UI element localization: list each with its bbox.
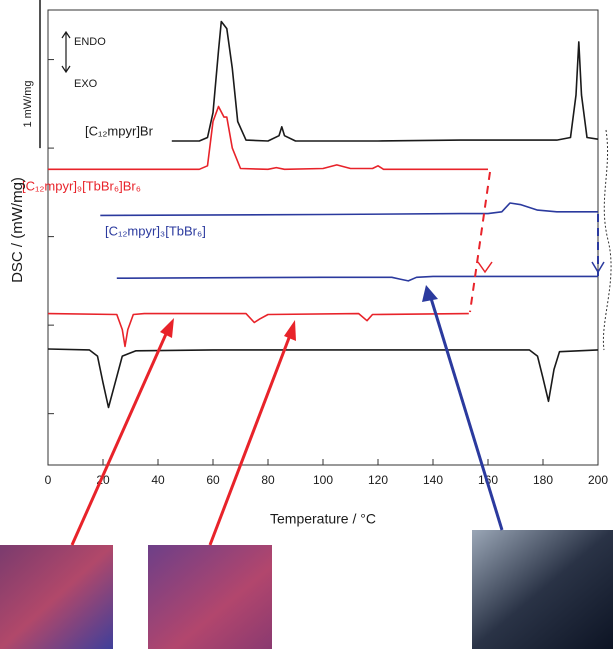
micrograph xyxy=(0,545,113,649)
series-label: [C₁₂mpyr]₉[TbBr₆]Br₆ xyxy=(22,178,141,193)
exo-label: EXO xyxy=(74,78,98,90)
micrograph xyxy=(472,530,613,649)
transition-dash xyxy=(602,129,612,351)
x-tick-label: 100 xyxy=(313,473,333,487)
series-line xyxy=(47,348,599,409)
micrograph xyxy=(148,545,272,649)
arrow-head xyxy=(477,261,493,274)
endo-label: ENDO xyxy=(74,36,106,48)
x-tick-label: 80 xyxy=(261,473,275,487)
arrow-head xyxy=(284,320,296,341)
transition-dash xyxy=(469,171,491,313)
series-label: [C₁₂mpyr]₃[TbBr₆] xyxy=(105,223,206,238)
endo-exo-arrow xyxy=(61,30,71,74)
series-line xyxy=(47,312,469,348)
series-label: [C₁₂mpyr]Br xyxy=(85,123,154,138)
x-axis-label: Temperature / °C xyxy=(270,511,376,527)
pointer-arrow xyxy=(208,329,294,546)
arrow-head xyxy=(591,261,605,274)
series-line xyxy=(100,202,598,217)
series-line xyxy=(171,20,599,142)
scale-bar-label: 1 mW/mg xyxy=(22,80,34,127)
pointer-arrow xyxy=(428,294,504,531)
x-tick-label: 180 xyxy=(533,473,553,487)
x-tick-label: 40 xyxy=(151,473,165,487)
series-line xyxy=(116,275,598,282)
x-tick-label: 0 xyxy=(45,473,52,487)
pointer-arrow xyxy=(70,324,172,546)
x-tick-label: 200 xyxy=(588,473,608,487)
x-tick-label: 60 xyxy=(206,473,220,487)
arrow-head xyxy=(422,285,438,302)
x-tick-label: 140 xyxy=(423,473,443,487)
y-axis-label: DSC / (mW/mg) xyxy=(9,177,26,283)
x-tick-label: 120 xyxy=(368,473,388,487)
series-line xyxy=(48,105,488,171)
arrow-head xyxy=(160,318,174,338)
